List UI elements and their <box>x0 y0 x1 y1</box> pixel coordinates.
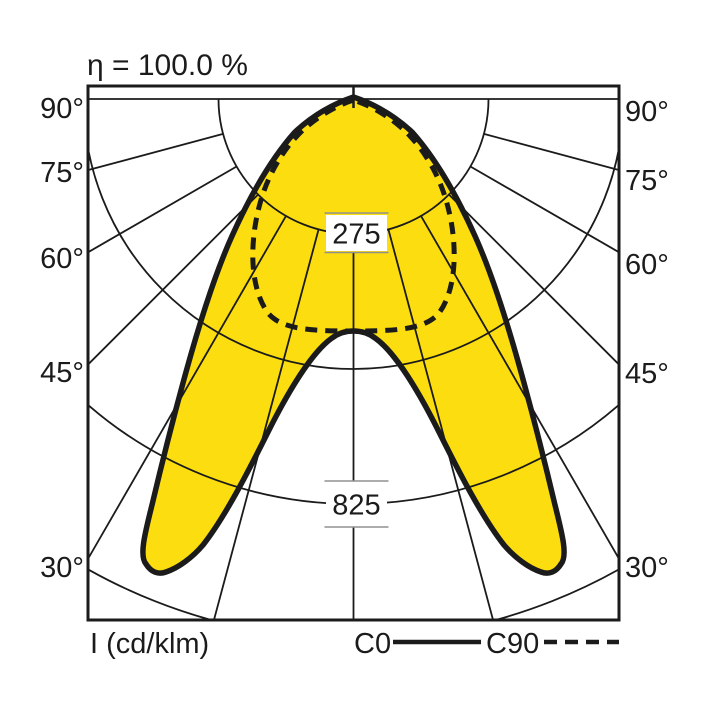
radial-right-60 <box>469 165 618 253</box>
angle-label-right-30: 30° <box>625 552 669 584</box>
angle-label-right-45: 45° <box>625 358 669 390</box>
ring-label-275-box <box>326 215 387 251</box>
angle-labels-right: 90° 75° 60° 45° 30° <box>625 96 669 584</box>
radial-right-30 <box>420 215 618 559</box>
ring-label-825-group: 825 <box>324 480 389 528</box>
legend-c90-label: C90 <box>486 628 539 660</box>
legend-unit-label: I (cd/klm) <box>90 628 209 660</box>
angle-label-right-60: 60° <box>625 249 669 281</box>
angle-label-right-90: 90° <box>625 96 669 128</box>
radial-left-60 <box>89 165 238 253</box>
ring-label-825-box <box>326 483 387 525</box>
ring-label-825: 825 <box>332 490 380 522</box>
angle-label-right-75: 75° <box>625 165 669 197</box>
angle-label-left-30: 30° <box>40 552 84 584</box>
angle-label-left-75: 75° <box>40 157 84 189</box>
angle-label-left-60: 60° <box>40 243 84 275</box>
angle-label-left-45: 45° <box>40 357 84 389</box>
radial-left-30 <box>89 215 287 559</box>
radial-left-75 <box>89 133 224 171</box>
radial-right-75 <box>483 133 618 171</box>
radial-left-15 <box>213 229 320 619</box>
chart-frame <box>86 84 621 622</box>
legend: I (cd/klm) C0 C90 <box>90 628 619 660</box>
angle-labels-left: 90° 75° 60° 45° 30° <box>40 93 84 584</box>
radial-left-45 <box>89 193 259 365</box>
legend-c0-label: C0 <box>354 628 391 660</box>
c0-curve-fill <box>142 97 565 574</box>
efficiency-title: η = 100.0 % <box>87 49 248 82</box>
c90-curve <box>250 97 457 334</box>
ring-label-275-group: 275 <box>324 212 389 254</box>
radial-right-15 <box>387 229 494 619</box>
angle-label-left-90: 90° <box>40 93 84 125</box>
radial-right-45 <box>448 193 618 365</box>
radial-grid <box>89 98 618 619</box>
ring-label-275: 275 <box>332 219 380 251</box>
